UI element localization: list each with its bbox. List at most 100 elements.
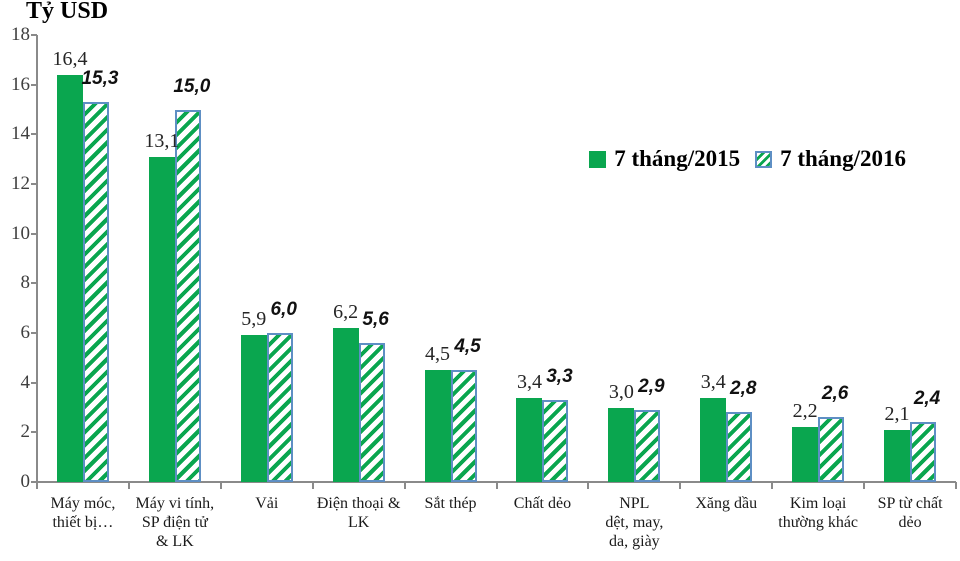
y-axis-tick	[31, 332, 37, 334]
category-label: Vải	[212, 494, 322, 513]
bar-2015	[884, 429, 911, 482]
bar-2016	[266, 333, 293, 482]
y-axis-tick-label: 18	[11, 24, 30, 45]
value-label-2016: 5,6	[362, 308, 389, 330]
legend-swatch-hatched-icon	[755, 150, 773, 168]
x-axis-tick	[311, 482, 314, 489]
category-label-line: & LK	[155, 533, 194, 550]
x-axis-tick	[679, 482, 682, 489]
category-label-line: LK	[347, 514, 370, 531]
bar-2015	[608, 407, 635, 482]
value-label-2015: 3,4	[700, 370, 726, 393]
bar-2016	[634, 409, 661, 482]
y-axis-tick-label: 10	[11, 222, 30, 244]
y-axis-tick-label: 14	[11, 123, 30, 145]
y-axis-tick	[31, 282, 37, 285]
category-label-line: SP từ chất	[877, 495, 943, 512]
y-axis-tick	[31, 481, 37, 483]
value-label-2016: 15,0	[173, 75, 211, 97]
bar-2015	[792, 427, 819, 482]
x-axis-tick	[36, 482, 38, 489]
category-label: Máy vi tính, SP điện tử & LK	[120, 494, 230, 551]
y-axis-tick-label: 8	[20, 272, 31, 294]
value-label-2016: 15,3	[81, 68, 119, 90]
x-axis-tick	[127, 482, 130, 489]
category-label-line: Kim loại	[789, 495, 847, 512]
category-label-line: NPL	[619, 495, 650, 512]
y-axis-tick-label: 0	[20, 471, 31, 492]
y-axis-tick	[31, 133, 37, 136]
bar-2016	[358, 342, 385, 482]
category-label-line: Sắt thép	[424, 495, 477, 512]
value-label-2016: 2,6	[821, 383, 849, 405]
value-label-2015: 13,1	[144, 129, 180, 152]
legend: 7 tháng/2015 7 tháng/2016	[589, 146, 906, 172]
bar-2016	[726, 412, 753, 482]
x-axis-tick	[219, 482, 222, 489]
category-label-line: thiết bị…	[52, 514, 114, 531]
y-axis-tick	[31, 381, 37, 384]
value-label-2016: 2,8	[730, 378, 757, 400]
category-label: Chất dẻo	[487, 494, 597, 513]
bar-2015	[332, 328, 359, 482]
x-axis-tick	[403, 482, 406, 489]
bar-2015	[148, 156, 175, 482]
y-axis-tick	[31, 431, 37, 434]
value-label-2016: 2,4	[913, 388, 941, 410]
category-label: Kim loại thường khác	[763, 494, 873, 532]
category-label-line: Máy móc,	[50, 495, 116, 512]
value-label-2016: 3,3	[546, 366, 573, 388]
value-label-2016: 6,0	[270, 299, 297, 320]
legend-label-2016: 7 tháng/2016	[780, 146, 906, 171]
bar-2015	[700, 397, 727, 482]
bar-2016	[910, 422, 937, 482]
bar-2015	[56, 74, 83, 482]
bar-2016	[82, 102, 109, 482]
legend-swatch-solid-green-icon	[589, 150, 607, 168]
category-label: Điện thoại & LK	[304, 494, 414, 532]
value-label-2015: 16,4	[52, 47, 88, 70]
y-axis-tick	[31, 232, 37, 235]
bar-2015	[516, 397, 543, 482]
x-axis-tick	[587, 482, 590, 489]
value-label-2015: 3,0	[608, 380, 634, 403]
category-label-line: da, giày	[609, 533, 660, 550]
category-label: Xăng dầu	[671, 494, 781, 513]
y-axis-title: Tỷ USD	[26, 0, 109, 24]
y-axis-tick	[31, 34, 37, 36]
y-axis-tick-label: 16	[11, 73, 30, 95]
category-label: NPL dệt, may, da, giày	[579, 494, 689, 551]
x-axis-tick	[955, 482, 957, 489]
y-axis-tick	[31, 183, 37, 185]
bar-2015	[424, 370, 451, 482]
legend-item-2015: 7 tháng/2015	[589, 146, 740, 172]
bar-2016	[818, 417, 845, 482]
bar-2016	[450, 370, 477, 482]
value-label-2015: 2,1	[884, 402, 910, 425]
legend-label-2015: 7 tháng/2015	[614, 146, 741, 171]
bar-2015	[240, 335, 267, 482]
value-label-2016: 2,9	[638, 375, 665, 397]
category-label-line: Chất dẻo	[513, 495, 572, 512]
y-axis-tick	[31, 83, 37, 86]
x-axis-tick	[771, 482, 774, 489]
category-label: Máy móc, thiết bị…	[28, 494, 138, 532]
value-label-2016: 4,5	[454, 336, 481, 358]
y-axis-tick-label: 12	[11, 173, 30, 194]
category-label-line: thường khác	[778, 514, 859, 531]
value-label-2015: 2,2	[792, 400, 818, 423]
x-axis-tick	[495, 482, 498, 489]
category-label-line: Máy vi tính,	[135, 495, 215, 512]
category-label: Sắt thép	[396, 494, 506, 513]
category-label: SP từ chất dẻo	[855, 494, 960, 532]
value-label-2015: 6,2	[333, 301, 359, 324]
category-label-line: dẻo	[898, 514, 922, 531]
y-axis-tick-label: 2	[20, 421, 31, 443]
x-axis-tick	[863, 482, 866, 489]
category-label-line: Xăng dầu	[695, 495, 758, 512]
bar-2016	[174, 109, 201, 482]
category-label-line: Điện thoại &	[316, 495, 401, 512]
category-label-line: SP điện tử	[141, 514, 208, 531]
y-axis-line	[36, 35, 38, 483]
